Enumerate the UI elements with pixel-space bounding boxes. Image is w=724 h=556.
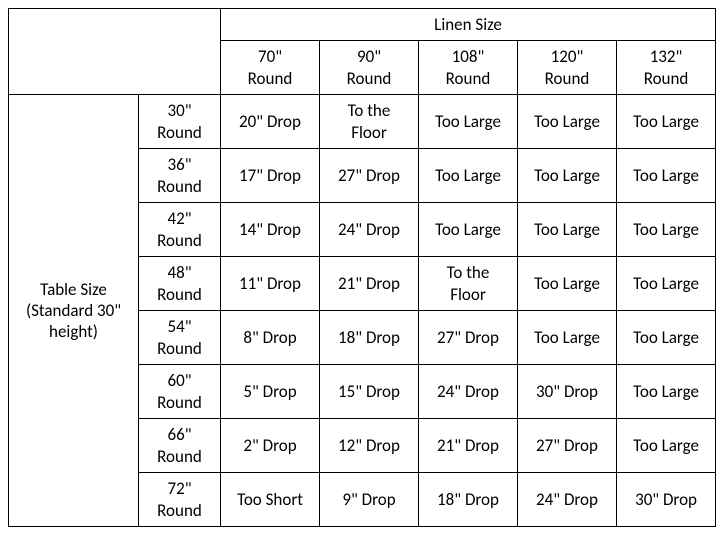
cell: Too Large (617, 419, 716, 473)
cell: Too Short (221, 473, 320, 527)
cell: Too Large (518, 311, 617, 365)
table-head: Linen Size 70"Round 90"Round 108"Round 1… (9, 9, 716, 95)
row-header: 48"Round (139, 257, 221, 311)
cell: 24" Drop (320, 203, 419, 257)
cell: Too Large (617, 311, 716, 365)
cell: Too Large (617, 257, 716, 311)
row-group-heading: Table Size (Standard 30" height) (9, 95, 139, 527)
row-header: 42"Round (139, 203, 221, 257)
linen-size-heading: Linen Size (221, 9, 716, 41)
cell: Too Large (518, 149, 617, 203)
cell: 14" Drop (221, 203, 320, 257)
cell: 18" Drop (320, 311, 419, 365)
col-header: 70"Round (221, 41, 320, 95)
linen-size-table: Linen Size 70"Round 90"Round 108"Round 1… (8, 8, 716, 527)
cell: 20" Drop (221, 95, 320, 149)
cell: Too Large (617, 203, 716, 257)
col-header: 132"Round (617, 41, 716, 95)
cell: Too Large (419, 95, 518, 149)
cell: 21" Drop (419, 419, 518, 473)
row-header: 72"Round (139, 473, 221, 527)
cell: 2" Drop (221, 419, 320, 473)
cell: To theFloor (419, 257, 518, 311)
cell: Too Large (419, 203, 518, 257)
table-body: Table Size (Standard 30" height) 30"Roun… (9, 95, 716, 527)
row-header: 54"Round (139, 311, 221, 365)
row-header: 36"Round (139, 149, 221, 203)
cell: 27" Drop (518, 419, 617, 473)
header-row-1: Linen Size (9, 9, 716, 41)
cell: 27" Drop (320, 149, 419, 203)
cell: 21" Drop (320, 257, 419, 311)
cell: Too Large (518, 257, 617, 311)
cell: 12" Drop (320, 419, 419, 473)
cell: Too Large (518, 95, 617, 149)
cell: Too Large (419, 149, 518, 203)
cell: 5" Drop (221, 365, 320, 419)
cell: 24" Drop (419, 365, 518, 419)
cell: 18" Drop (419, 473, 518, 527)
table-row: Table Size (Standard 30" height) 30"Roun… (9, 95, 716, 149)
cell: Too Large (617, 365, 716, 419)
cell: Too Large (518, 203, 617, 257)
cell: Too Large (617, 149, 716, 203)
col-header: 108"Round (419, 41, 518, 95)
corner-blank (9, 9, 221, 95)
cell: Too Large (617, 95, 716, 149)
table-wrapper: Linen Size 70"Round 90"Round 108"Round 1… (8, 8, 716, 527)
cell: 8" Drop (221, 311, 320, 365)
col-header: 120"Round (518, 41, 617, 95)
col-header: 90"Round (320, 41, 419, 95)
cell: 30" Drop (518, 365, 617, 419)
cell: 11" Drop (221, 257, 320, 311)
cell: 15" Drop (320, 365, 419, 419)
cell: 30" Drop (617, 473, 716, 527)
row-header: 60"Round (139, 365, 221, 419)
cell: To theFloor (320, 95, 419, 149)
cell: 17" Drop (221, 149, 320, 203)
cell: 24" Drop (518, 473, 617, 527)
row-header: 30"Round (139, 95, 221, 149)
cell: 9" Drop (320, 473, 419, 527)
cell: 27" Drop (419, 311, 518, 365)
row-header: 66"Round (139, 419, 221, 473)
